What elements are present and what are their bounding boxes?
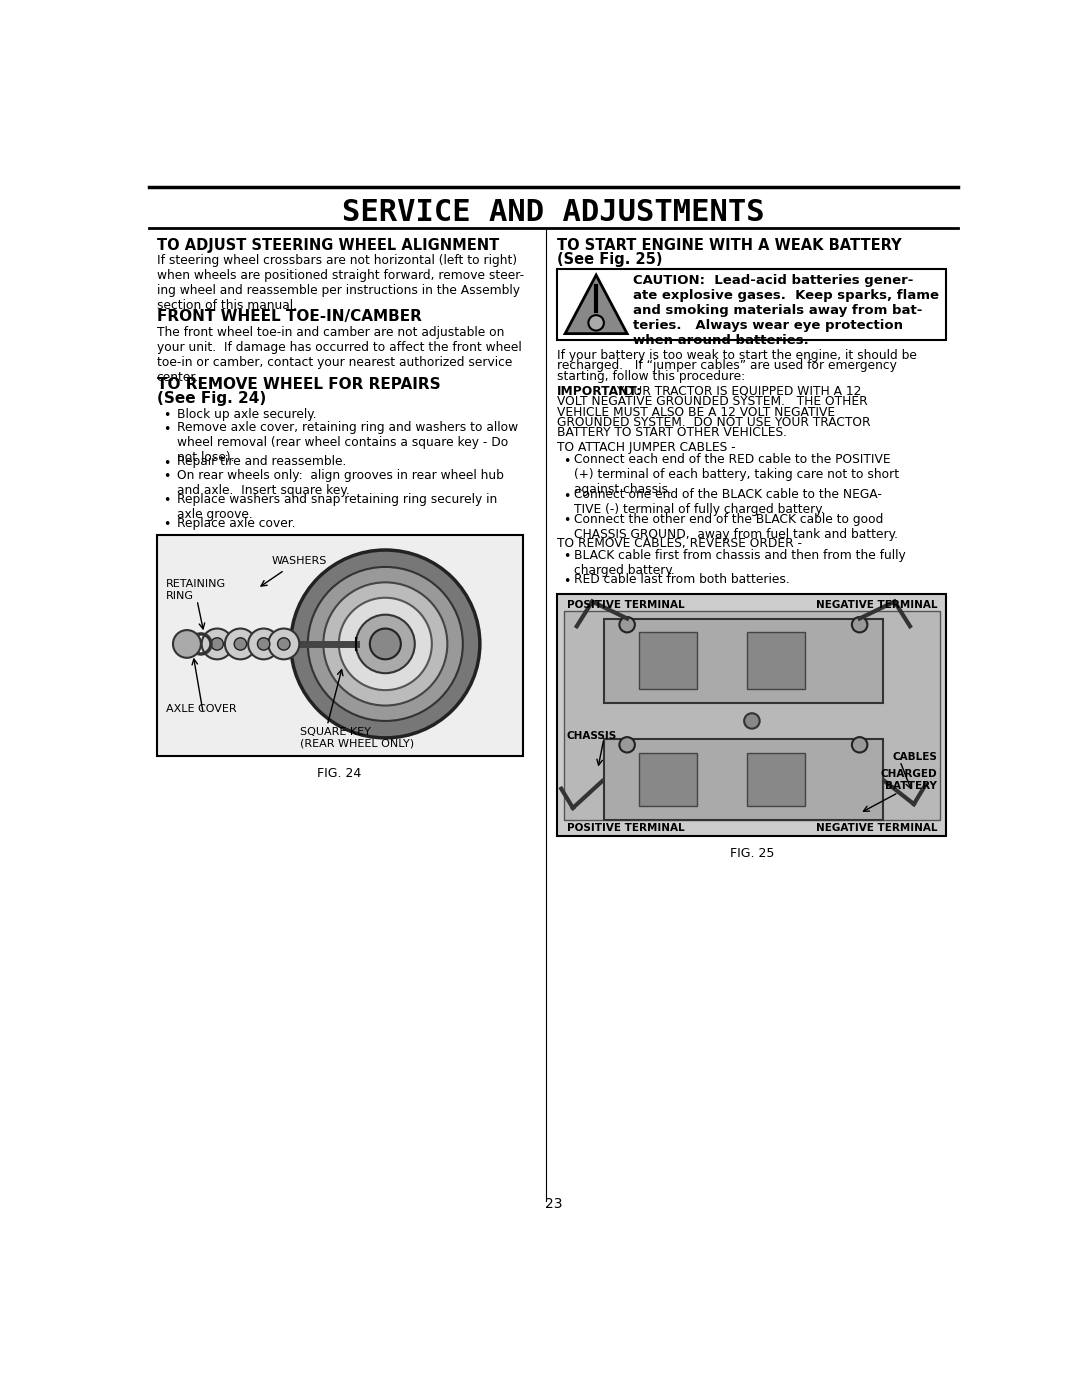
Text: RETAINING
RING: RETAINING RING: [166, 579, 226, 601]
Text: •: •: [564, 514, 571, 527]
Text: IMPORTANT:: IMPORTANT:: [557, 385, 643, 397]
Text: FIG. 24: FIG. 24: [318, 767, 362, 780]
Circle shape: [202, 628, 232, 660]
Circle shape: [852, 617, 867, 632]
Text: •: •: [564, 550, 571, 564]
Text: FRONT WHEEL TOE-IN/CAMBER: FRONT WHEEL TOE-IN/CAMBER: [157, 309, 421, 324]
Text: •: •: [163, 410, 171, 422]
FancyBboxPatch shape: [747, 752, 806, 806]
Circle shape: [369, 628, 401, 660]
Text: recharged.   If “jumper cables” are used for emergency: recharged. If “jumper cables” are used f…: [557, 359, 897, 373]
Circle shape: [744, 714, 759, 729]
Text: •: •: [564, 490, 571, 502]
Circle shape: [268, 628, 299, 660]
Circle shape: [323, 583, 447, 705]
Text: SQUARE KEY
(REAR WHEEL ONLY): SQUARE KEY (REAR WHEEL ONLY): [300, 727, 415, 749]
Text: TO REMOVE WHEEL FOR REPAIRS: TO REMOVE WHEEL FOR REPAIRS: [157, 377, 441, 392]
FancyBboxPatch shape: [604, 619, 882, 703]
Text: If your battery is too weak to start the engine, it should be: If your battery is too weak to start the…: [557, 349, 917, 362]
Circle shape: [308, 566, 463, 720]
Circle shape: [619, 737, 635, 752]
Text: FIG. 25: FIG. 25: [730, 847, 774, 861]
Circle shape: [211, 638, 224, 650]
Text: VOLT NEGATIVE GROUNDED SYSTEM.   THE OTHER: VOLT NEGATIVE GROUNDED SYSTEM. THE OTHER: [557, 395, 868, 408]
Circle shape: [619, 617, 635, 632]
Text: Replace axle cover.: Replace axle cover.: [177, 517, 296, 529]
Text: VEHICLE MUST ALSO BE A 12 VOLT NEGATIVE: VEHICLE MUST ALSO BE A 12 VOLT NEGATIVE: [557, 406, 836, 418]
Text: (See Fig. 24): (See Fig. 24): [157, 390, 266, 406]
Circle shape: [173, 630, 201, 657]
FancyBboxPatch shape: [564, 610, 941, 820]
Text: The front wheel toe-in and camber are not adjustable on
your unit.  If damage ha: The front wheel toe-in and camber are no…: [157, 326, 522, 384]
FancyBboxPatch shape: [557, 270, 946, 340]
Text: •: •: [163, 518, 171, 531]
Text: On rear wheels only:  align grooves in rear wheel hub
and axle.  Insert square k: On rear wheels only: align grooves in re…: [177, 469, 503, 496]
Text: Connect the other end of the BLACK cable to good
CHASSIS GROUND,  away from fuel: Connect the other end of the BLACK cable…: [575, 513, 899, 540]
FancyBboxPatch shape: [747, 632, 806, 689]
Polygon shape: [565, 275, 627, 334]
Text: AXLE COVER: AXLE COVER: [166, 704, 237, 714]
FancyBboxPatch shape: [638, 752, 697, 806]
Text: SERVICE AND ADJUSTMENTS: SERVICE AND ADJUSTMENTS: [342, 198, 765, 227]
Circle shape: [248, 628, 279, 660]
Text: NEGATIVE TERMINAL: NEGATIVE TERMINAL: [815, 822, 937, 833]
FancyBboxPatch shape: [638, 632, 697, 689]
Text: •: •: [163, 456, 171, 470]
Text: TO ATTACH JUMPER CABLES -: TO ATTACH JUMPER CABLES -: [557, 441, 735, 454]
Text: CABLES: CABLES: [892, 752, 937, 762]
Text: (See Fig. 25): (See Fig. 25): [557, 252, 663, 267]
Text: TO START ENGINE WITH A WEAK BATTERY: TO START ENGINE WITH A WEAK BATTERY: [557, 238, 902, 253]
Circle shape: [278, 638, 291, 650]
Text: Block up axle securely.: Block up axle securely.: [177, 407, 316, 421]
Text: Replace washers and snap retaining ring securely in
axle groove.: Replace washers and snap retaining ring …: [177, 492, 497, 521]
Text: YOUR TRACTOR IS EQUIPPED WITH A 12: YOUR TRACTOR IS EQUIPPED WITH A 12: [613, 385, 862, 397]
Text: Repair tire and reassemble.: Repair tire and reassemble.: [177, 455, 347, 469]
Circle shape: [225, 628, 256, 660]
Circle shape: [589, 315, 604, 330]
Text: CAUTION:  Lead-acid batteries gener-
ate explosive gases.  Keep sparks, flame
an: CAUTION: Lead-acid batteries gener- ate …: [633, 275, 940, 348]
Text: Connect one end of the BLACK cable to the NEGA-
TIVE (-) terminal of fully charg: Connect one end of the BLACK cable to th…: [575, 488, 882, 516]
Text: WASHERS: WASHERS: [271, 556, 327, 566]
Circle shape: [257, 638, 270, 650]
Text: GROUNDED SYSTEM.  DO NOT USE YOUR TRACTOR: GROUNDED SYSTEM. DO NOT USE YOUR TRACTOR: [557, 417, 870, 429]
FancyBboxPatch shape: [157, 535, 523, 756]
Text: •: •: [564, 575, 571, 588]
Text: BATTERY TO START OTHER VEHICLES.: BATTERY TO START OTHER VEHICLES.: [557, 426, 787, 440]
Text: starting, follow this procedure:: starting, follow this procedure:: [557, 370, 745, 382]
Circle shape: [291, 550, 480, 738]
Text: TO ADJUST STEERING WHEEL ALIGNMENT: TO ADJUST STEERING WHEEL ALIGNMENT: [157, 238, 499, 253]
Text: CHARGED
BATTERY: CHARGED BATTERY: [880, 770, 937, 791]
Text: TO REMOVE CABLES, REVERSE ORDER -: TO REMOVE CABLES, REVERSE ORDER -: [557, 538, 802, 550]
Text: POSITIVE TERMINAL: POSITIVE TERMINAL: [567, 600, 685, 610]
Text: •: •: [163, 470, 171, 483]
Text: If steering wheel crossbars are not horizontal (left to right)
when wheels are p: If steering wheel crossbars are not hori…: [157, 253, 524, 312]
FancyBboxPatch shape: [604, 738, 882, 819]
Circle shape: [356, 615, 415, 674]
Text: CHASSIS: CHASSIS: [567, 732, 617, 741]
Circle shape: [234, 638, 246, 650]
Text: Remove axle cover, retaining ring and washers to allow
wheel removal (rear wheel: Remove axle cover, retaining ring and wa…: [177, 421, 518, 463]
Text: POSITIVE TERMINAL: POSITIVE TERMINAL: [567, 822, 685, 833]
Circle shape: [852, 737, 867, 752]
Text: •: •: [564, 455, 571, 468]
Text: RED cable last from both batteries.: RED cable last from both batteries.: [575, 573, 791, 587]
FancyBboxPatch shape: [557, 594, 946, 836]
Text: NEGATIVE TERMINAL: NEGATIVE TERMINAL: [815, 600, 937, 610]
Text: Connect each end of the RED cable to the POSITIVE
(+) terminal of each battery, : Connect each end of the RED cable to the…: [575, 452, 900, 496]
Text: 23: 23: [544, 1196, 563, 1210]
Text: BLACK cable first from chassis and then from the fully
charged battery.: BLACK cable first from chassis and then …: [575, 549, 906, 578]
Text: •: •: [163, 494, 171, 507]
Text: •: •: [163, 422, 171, 436]
Circle shape: [339, 598, 432, 690]
